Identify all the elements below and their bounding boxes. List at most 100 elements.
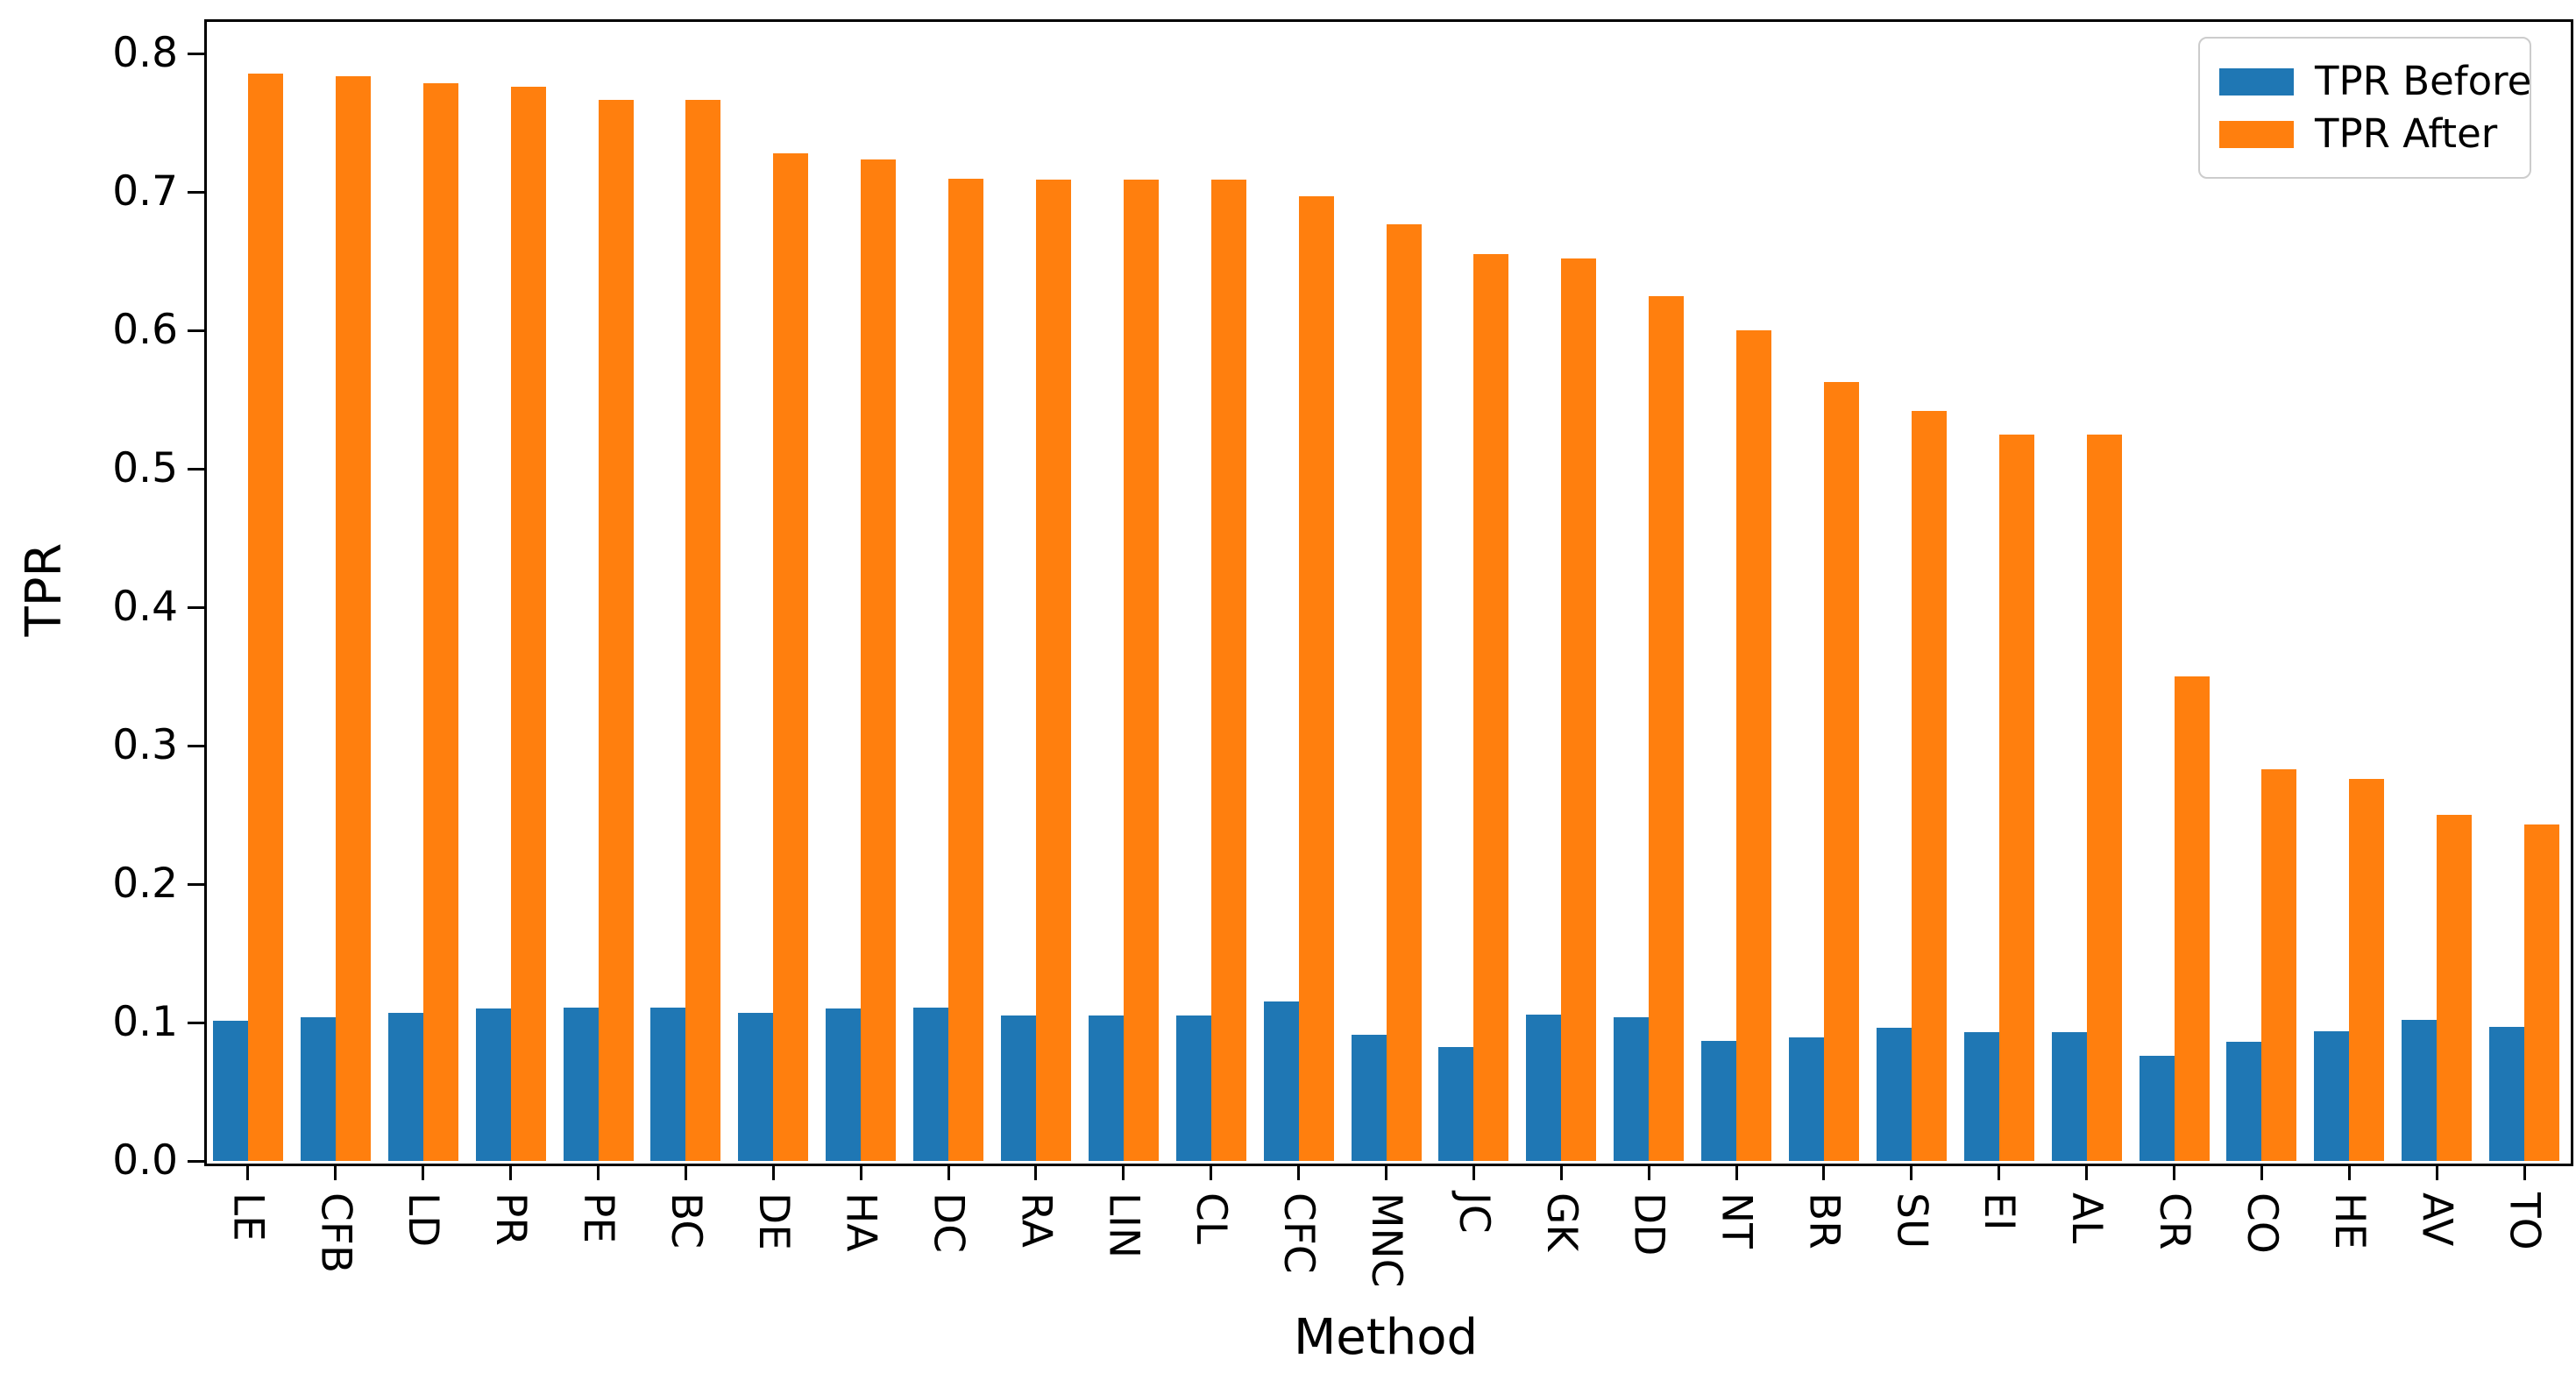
bar-cfb-after <box>335 75 371 1161</box>
bar-cl-after <box>1210 180 1246 1161</box>
legend-swatch-icon <box>2219 67 2294 96</box>
legend-swatch-icon <box>2219 120 2294 148</box>
y-tick-mark <box>188 605 204 609</box>
bar-cr-after <box>2174 676 2210 1161</box>
x-axis-title: Method <box>1293 1309 1479 1366</box>
bar-co-before <box>2226 1042 2262 1161</box>
x-tick-mark <box>422 1164 425 1180</box>
bar-al-after <box>2086 434 2122 1161</box>
x-tick-label-lin: LIN <box>1099 1192 1148 1259</box>
bar-gk-after <box>1561 258 1597 1161</box>
legend: TPR Before TPR After <box>2198 37 2531 179</box>
x-tick-mark <box>246 1164 250 1180</box>
bar-br-after <box>1823 381 1859 1161</box>
x-tick-label-dc: DC <box>924 1192 973 1254</box>
bar-dd-after <box>1649 295 1685 1161</box>
x-tick-mark <box>2173 1164 2175 1180</box>
legend-item-label: TPR Before <box>2315 58 2532 104</box>
bar-pe-before <box>563 1007 599 1161</box>
x-tick-mark <box>1559 1164 1563 1180</box>
bar-pr-before <box>475 1008 511 1161</box>
y-tick-mark <box>188 190 204 194</box>
bar-ra-before <box>1000 1015 1036 1161</box>
bar-ei-before <box>1963 1032 1999 1161</box>
bar-cfc-before <box>1263 1001 1299 1161</box>
x-tick-label-ha: HA <box>836 1192 885 1252</box>
y-tick-mark <box>188 1159 204 1163</box>
x-tick-label-pe: PE <box>574 1192 622 1244</box>
x-tick-label-pr: PR <box>486 1192 536 1246</box>
bar-nt-after <box>1736 330 1772 1161</box>
legend-item: TPR Before <box>2219 60 2531 103</box>
x-tick-label-le: LE <box>224 1192 273 1242</box>
y-tick-label: 0.1 <box>112 998 178 1047</box>
x-tick-mark <box>947 1164 950 1180</box>
bar-br-before <box>1788 1037 1824 1161</box>
x-tick-label-co: CO <box>2237 1192 2286 1254</box>
x-tick-mark <box>2435 1164 2438 1180</box>
bar-al-before <box>2051 1032 2087 1161</box>
bar-cfb-before <box>300 1016 336 1161</box>
y-tick-mark <box>188 52 204 55</box>
x-tick-label-de: DE <box>749 1192 798 1250</box>
y-tick-label: 0.8 <box>112 29 178 78</box>
y-tick-label: 0.6 <box>112 306 178 355</box>
x-tick-mark <box>1122 1164 1125 1180</box>
bar-le-before <box>212 1021 248 1161</box>
y-tick-mark <box>188 467 204 471</box>
bar-pe-after <box>598 99 634 1161</box>
bar-cr-before <box>2139 1055 2175 1161</box>
bar-mnc-before <box>1351 1035 1387 1161</box>
y-tick-label: 0.4 <box>112 583 178 632</box>
y-tick-label: 0.2 <box>112 860 178 909</box>
bar-bc-before <box>650 1007 686 1161</box>
x-tick-label-br: BR <box>1799 1192 1849 1249</box>
x-tick-mark <box>1297 1164 1301 1180</box>
bar-lin-before <box>1088 1015 1124 1161</box>
bar-de-before <box>738 1013 774 1161</box>
bar-le-after <box>247 73 283 1161</box>
bar-su-after <box>1911 410 1947 1161</box>
x-tick-mark <box>2523 1164 2526 1180</box>
x-tick-mark <box>1472 1164 1475 1180</box>
x-tick-label-av: AV <box>2412 1192 2461 1247</box>
x-tick-mark <box>1210 1164 1213 1180</box>
y-tick-label: 0.3 <box>112 721 178 770</box>
bar-av-after <box>2437 815 2473 1161</box>
bar-ld-before <box>387 1013 423 1161</box>
x-tick-mark <box>771 1164 775 1180</box>
x-tick-mark <box>2260 1164 2263 1180</box>
y-tick-label: 0.0 <box>112 1136 178 1185</box>
x-tick-mark <box>1385 1164 1387 1180</box>
x-tick-label-nt: NT <box>1712 1192 1761 1249</box>
bar-jc-after <box>1473 254 1509 1161</box>
x-tick-label-al: AL <box>2062 1192 2111 1244</box>
bar-ra-after <box>1035 180 1071 1161</box>
x-tick-label-dd: DD <box>1624 1192 1673 1256</box>
x-tick-label-bc: BC <box>661 1192 710 1249</box>
x-tick-mark <box>509 1164 513 1180</box>
bar-to-before <box>2489 1026 2525 1161</box>
bar-gk-before <box>1526 1014 1562 1161</box>
x-tick-label-ei: EI <box>1975 1192 2024 1231</box>
x-tick-mark <box>859 1164 862 1180</box>
bar-he-before <box>2314 1030 2350 1161</box>
x-tick-label-gk: GK <box>1536 1192 1586 1252</box>
bar-ha-after <box>861 159 897 1161</box>
bar-co-after <box>2261 769 2297 1161</box>
bar-ha-before <box>826 1008 862 1161</box>
y-tick-mark <box>188 1021 204 1024</box>
x-tick-mark <box>1034 1164 1038 1180</box>
y-tick-mark <box>188 329 204 332</box>
bar-cfc-after <box>1298 196 1334 1161</box>
x-tick-mark <box>597 1164 600 1180</box>
y-axis-title: TPR <box>16 542 73 637</box>
bar-bc-after <box>685 99 721 1161</box>
x-tick-label-to: TO <box>2500 1192 2549 1250</box>
x-tick-label-cl: CL <box>1187 1192 1236 1245</box>
x-tick-mark <box>2085 1164 2089 1180</box>
x-tick-mark <box>684 1164 687 1180</box>
bar-mnc-after <box>1386 223 1422 1161</box>
x-tick-mark <box>1998 1164 2001 1180</box>
